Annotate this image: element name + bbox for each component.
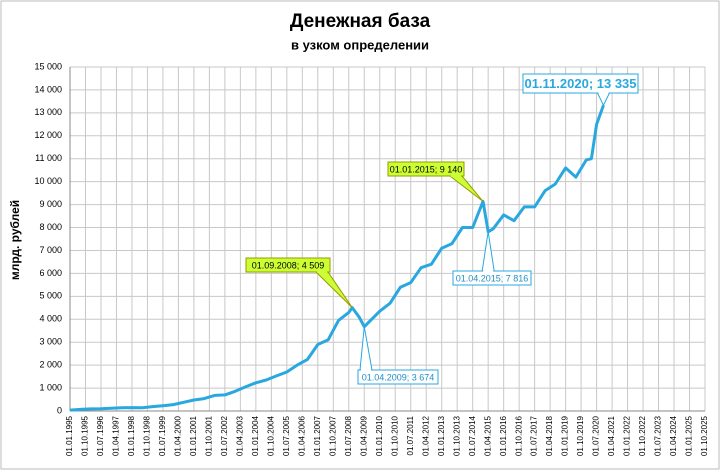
y-tick-label: 6 000	[39, 268, 62, 278]
x-tick-label: 01.07.1999	[158, 415, 167, 456]
annotation-label: 01.04.2015; 7 816	[456, 273, 529, 283]
annotation-box	[245, 257, 331, 273]
x-tick-label: 01.04.2006	[297, 415, 306, 456]
x-tick-label: 01.04.2021	[607, 415, 616, 456]
x-tick-label: 01.10.2010	[390, 415, 399, 456]
annotation-box	[522, 73, 639, 94]
x-tick-label: 01.01.2004	[251, 415, 260, 456]
x-tick-label: 01.07.2023	[654, 415, 663, 456]
y-tick-label: 10 000	[34, 176, 62, 186]
annotation-label: 01.09.2008; 4 509	[252, 260, 325, 270]
x-tick-label: 01.07.2017	[530, 415, 539, 456]
x-tick-label: 01.01.2001	[189, 415, 198, 456]
x-tick-label: 01.07.2005	[282, 415, 291, 456]
y-tick-label: 12 000	[34, 130, 62, 140]
x-tick-label: 01.01.2019	[561, 415, 570, 456]
y-tick-label: 9 000	[39, 199, 62, 209]
chart-title: Денежная база	[290, 11, 431, 32]
x-tick-label: 01.04.2003	[235, 415, 244, 456]
y-tick-label: 14 000	[34, 84, 62, 94]
y-tick-label: 15 000	[34, 61, 62, 71]
x-tick-label: 01.01.2022	[623, 415, 632, 456]
x-tick-label: 01.07.2011	[406, 415, 415, 455]
y-tick-label: 5 000	[39, 291, 62, 301]
y-tick-label: 7 000	[39, 245, 62, 255]
x-tick-label: 01.01.2007	[313, 415, 322, 456]
x-tick-label: 01.10.2001	[204, 415, 213, 456]
x-tick-label: 01.10.2022	[638, 415, 647, 456]
chart-subtitle: в узком определении	[291, 37, 429, 52]
x-tick-label: 01.01.2010	[375, 415, 384, 456]
x-tick-label: 01.01.2016	[499, 415, 508, 456]
x-tick-label: 01.10.1998	[143, 415, 152, 456]
x-tick-label: 01.10.2016	[514, 415, 523, 456]
x-tick-label: 01.10.2007	[328, 415, 337, 456]
x-tick-label: 01.07.1996	[96, 415, 105, 456]
x-tick-label: 01.01.1995	[65, 415, 74, 456]
x-tick-label: 01.10.2025	[700, 415, 709, 456]
x-tick-label: 01.04.2009	[359, 415, 368, 456]
annotation-label: 01.11.2020; 13 335	[524, 76, 636, 91]
y-tick-label: 8 000	[39, 222, 62, 232]
annotation-label: 01.04.2009; 3 674	[362, 372, 435, 382]
x-tick-label: 01.01.1998	[127, 415, 136, 456]
y-tick-label: 4 000	[39, 314, 62, 324]
y-axis-label: млрд. рублей	[8, 200, 22, 280]
x-tick-label: 01.07.2002	[220, 415, 229, 456]
x-tick-label: 01.10.2019	[576, 415, 585, 456]
x-tick-label: 01.10.2013	[452, 415, 461, 456]
x-tick-label: 01.04.2012	[421, 415, 430, 456]
x-tick-label: 01.04.1997	[112, 415, 121, 456]
x-tick-label: 01.10.1995	[81, 415, 90, 456]
annotation-box	[387, 161, 465, 177]
y-tick-label: 13 000	[34, 107, 62, 117]
x-tick-label: 01.04.2000	[174, 415, 183, 456]
x-tick-label: 01.07.2008	[344, 415, 353, 456]
annotation-label: 01.01.2015; 9 140	[390, 164, 463, 174]
x-tick-label: 01.01.2013	[437, 415, 446, 456]
y-tick-label: 11 000	[35, 153, 62, 163]
x-tick-label: 01.07.2020	[592, 415, 601, 456]
x-tick-label: 01.04.2018	[545, 415, 554, 456]
x-tick-label: 01.04.2024	[669, 415, 678, 456]
y-tick-label: 2 000	[39, 360, 62, 370]
y-tick-label: 1 000	[39, 382, 62, 392]
x-tick-label: 01.07.2014	[468, 415, 477, 456]
x-tick-label: 01.01.2025	[685, 415, 694, 456]
y-tick-label: 0	[57, 405, 62, 415]
x-tick-label: 01.10.2004	[266, 415, 275, 456]
y-tick-label: 3 000	[39, 337, 62, 347]
x-tick-label: 01.04.2015	[483, 415, 492, 456]
annotation-box	[357, 369, 439, 385]
